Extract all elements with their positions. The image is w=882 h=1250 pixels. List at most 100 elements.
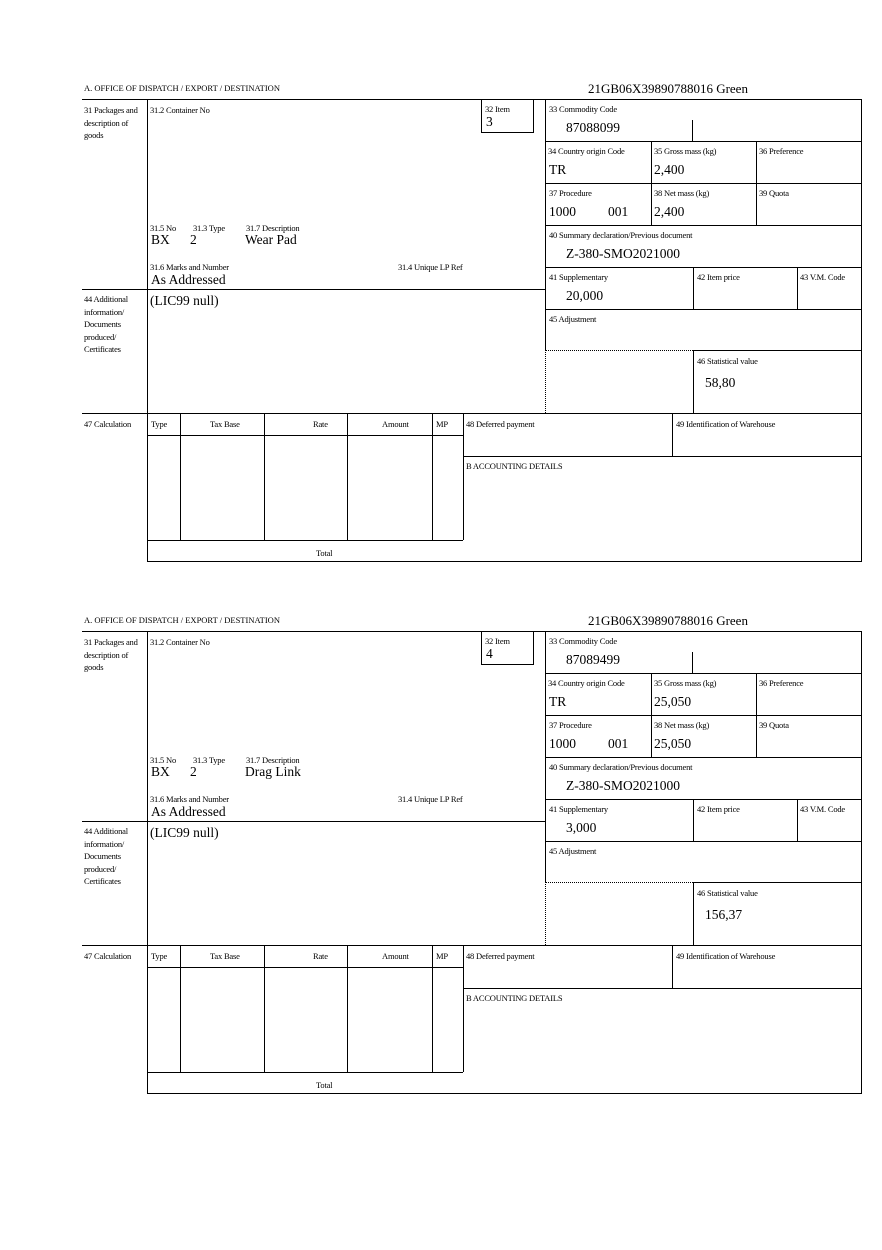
preference-label: 36 Preference bbox=[759, 678, 804, 688]
rule-line bbox=[264, 413, 265, 540]
rule-line bbox=[692, 120, 693, 141]
rule-line bbox=[693, 882, 694, 945]
statistical-value: 58,80 bbox=[705, 375, 736, 390]
additional-info-label: 44 Additional information/ Documents pro… bbox=[84, 826, 128, 886]
deferred-payment-label: 48 Deferred payment bbox=[466, 951, 535, 961]
rule-line bbox=[147, 631, 148, 1093]
rule-line bbox=[545, 267, 861, 268]
rule-line bbox=[693, 350, 861, 351]
rule-line bbox=[692, 652, 693, 673]
rate-header: Rate bbox=[313, 951, 328, 961]
total-label: Total bbox=[316, 548, 333, 558]
rule-line bbox=[347, 413, 348, 540]
office-heading: A. OFFICE OF DISPATCH / EXPORT / DESTINA… bbox=[84, 615, 280, 625]
unique-lp-ref-label: 31.4 Unique LP Ref bbox=[398, 794, 463, 804]
tax-base-header: Tax Base bbox=[210, 419, 240, 429]
rule-line bbox=[797, 267, 798, 309]
rule-line bbox=[82, 99, 862, 100]
no-label: 31.5 No bbox=[150, 223, 176, 233]
amount-header: Amount bbox=[382, 419, 409, 429]
warehouse-label: 49 Identification of Warehouse bbox=[676, 951, 776, 961]
rule-line bbox=[147, 1093, 862, 1094]
rule-line bbox=[82, 945, 862, 946]
rule-line bbox=[463, 456, 861, 457]
package-kind: BX bbox=[151, 232, 170, 247]
calculation-label: 47 Calculation bbox=[84, 951, 132, 961]
rule-line bbox=[672, 413, 673, 456]
rule-line bbox=[481, 132, 534, 133]
rule-line bbox=[545, 882, 693, 883]
goods-description: Drag Link bbox=[245, 764, 301, 779]
supplementary-value: 20,000 bbox=[566, 288, 604, 303]
rule-line bbox=[147, 540, 463, 541]
item-label: 32 Item bbox=[485, 104, 510, 114]
warehouse-label: 49 Identification of Warehouse bbox=[676, 419, 776, 429]
declaration-reference: 21GB06X39890788016 Green bbox=[588, 613, 748, 628]
unique-lp-ref-label: 31.4 Unique LP Ref bbox=[398, 262, 463, 272]
rule-line bbox=[756, 141, 757, 225]
item-price-label: 42 Item price bbox=[697, 272, 740, 282]
statistical-value-label: 46 Statistical value bbox=[697, 356, 758, 366]
rate-header: Rate bbox=[313, 419, 328, 429]
rule-line bbox=[147, 435, 463, 436]
gross-mass-label: 35 Gross mass (kg) bbox=[654, 146, 717, 156]
accounting-details-label: B ACCOUNTING DETAILS bbox=[466, 993, 563, 1003]
country-origin-value: TR bbox=[549, 162, 567, 177]
rule-line bbox=[545, 631, 546, 882]
gross-mass-value: 2,400 bbox=[654, 162, 685, 177]
package-count: 2 bbox=[190, 764, 197, 779]
rule-line bbox=[545, 715, 861, 716]
procedure-label: 37 Procedure bbox=[549, 188, 592, 198]
rule-line bbox=[481, 664, 534, 665]
additional-info-value: (LIC99 null) bbox=[150, 825, 219, 840]
type-label: 31.3 Type bbox=[193, 223, 225, 233]
rule-line bbox=[756, 673, 757, 757]
rule-line bbox=[651, 673, 652, 757]
commodity-code-value: 87088099 bbox=[566, 120, 620, 135]
packages-label: 31 Packages and description of goods bbox=[84, 637, 138, 672]
total-label: Total bbox=[316, 1080, 333, 1090]
rule-line bbox=[432, 413, 433, 540]
rule-line bbox=[545, 99, 546, 350]
marks-label: 31.6 Marks and Number bbox=[150, 262, 229, 272]
rule-line bbox=[82, 821, 546, 822]
office-heading: A. OFFICE OF DISPATCH / EXPORT / DESTINA… bbox=[84, 83, 280, 93]
adjustment-label: 45 Adjustment bbox=[549, 314, 597, 324]
statistical-value: 156,37 bbox=[705, 907, 743, 922]
additional-info-value: (LIC99 null) bbox=[150, 293, 219, 308]
rule-line bbox=[533, 99, 534, 132]
mp-header: MP bbox=[436, 951, 448, 961]
container-no-label: 31.2 Container No bbox=[150, 105, 210, 115]
rule-line bbox=[432, 945, 433, 1072]
rule-line bbox=[82, 631, 862, 632]
supplementary-label: 41 Supplementary bbox=[549, 272, 608, 282]
procedure-additional-value: 001 bbox=[608, 204, 629, 219]
summary-declaration-value: Z-380-SMO2021000 bbox=[566, 778, 680, 793]
rule-line bbox=[545, 882, 546, 945]
deferred-payment-label: 48 Deferred payment bbox=[466, 419, 535, 429]
rule-line bbox=[693, 799, 694, 841]
rule-line bbox=[147, 561, 862, 562]
rule-line bbox=[545, 309, 861, 310]
rule-line bbox=[147, 967, 463, 968]
rule-line bbox=[545, 841, 861, 842]
rule-line bbox=[693, 882, 861, 883]
rule-line bbox=[463, 945, 464, 1072]
rule-line bbox=[481, 99, 482, 132]
net-mass-value: 2,400 bbox=[654, 204, 685, 219]
rule-line bbox=[82, 289, 546, 290]
rule-line bbox=[545, 350, 693, 351]
calculation-label: 47 Calculation bbox=[84, 419, 132, 429]
gross-mass-value: 25,050 bbox=[654, 694, 692, 709]
calc-type-header: Type bbox=[151, 951, 168, 961]
rule-line bbox=[82, 413, 862, 414]
rule-line bbox=[693, 267, 694, 309]
additional-info-label: 44 Additional information/ Documents pro… bbox=[84, 294, 128, 354]
gross-mass-label: 35 Gross mass (kg) bbox=[654, 678, 717, 688]
rule-line bbox=[463, 988, 861, 989]
rule-line bbox=[147, 99, 148, 561]
rule-line bbox=[861, 631, 862, 1093]
rule-line bbox=[463, 413, 464, 540]
adjustment-label: 45 Adjustment bbox=[549, 846, 597, 856]
mp-header: MP bbox=[436, 419, 448, 429]
